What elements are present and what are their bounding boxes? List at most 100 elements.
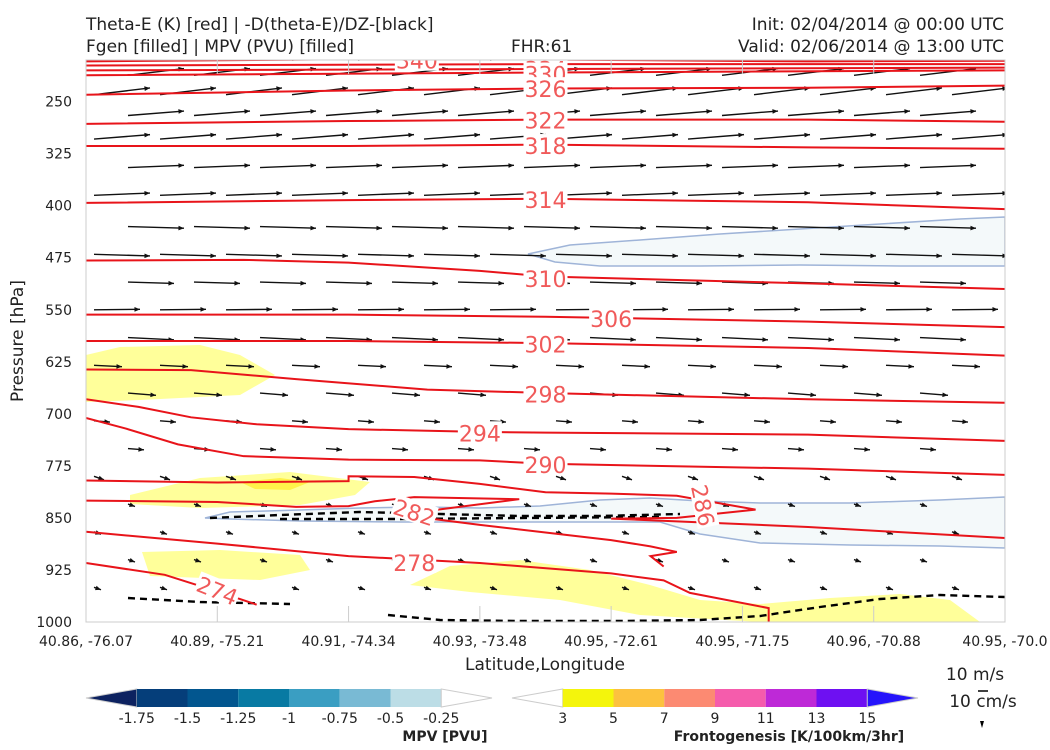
wind-vector-head bbox=[804, 52, 810, 57]
wind-vector-head bbox=[310, 225, 316, 231]
wind-vector-head bbox=[446, 364, 452, 369]
wind-vector-head bbox=[530, 307, 536, 312]
contour-label-294: 294 bbox=[459, 422, 501, 447]
wind-vector-head bbox=[772, 109, 778, 114]
wind-vector bbox=[655, 336, 703, 341]
wind-vector-head bbox=[425, 585, 431, 591]
x-axis-label: Latitude,Longitude bbox=[465, 655, 625, 675]
x-tick-label: 40.89, -75.21 bbox=[170, 634, 264, 650]
wind-vector-head bbox=[144, 52, 150, 57]
contour-label-278: 278 bbox=[393, 552, 435, 577]
wind-vector-head bbox=[1002, 86, 1005, 91]
y-tick-label: 400 bbox=[45, 199, 72, 215]
wind-vector bbox=[885, 253, 943, 257]
contour-label-bg bbox=[523, 134, 568, 157]
wind-vector-head bbox=[474, 132, 480, 138]
x-tick-label: 40.95, -70.0 bbox=[962, 634, 1047, 650]
wind-vector bbox=[886, 60, 892, 61]
wind-vector-head bbox=[376, 109, 382, 114]
wind-vector-head bbox=[926, 307, 932, 312]
wind-vector bbox=[687, 192, 745, 196]
wind-vector-head bbox=[804, 253, 810, 259]
wind-vector-head bbox=[164, 475, 170, 481]
wind-vector-head bbox=[776, 364, 782, 369]
fgen-colorbar: 3 5 7 9 11 13 15 bbox=[511, 688, 919, 727]
colorbar-tick-label: -1 bbox=[282, 711, 296, 727]
contour-label-bg bbox=[589, 306, 634, 329]
wind-vector bbox=[325, 164, 383, 169]
wind-vector bbox=[853, 336, 901, 341]
wind-vector-head bbox=[1002, 132, 1005, 138]
colorbar-swatch bbox=[613, 689, 665, 707]
wind-vector-head bbox=[824, 475, 830, 481]
fgen-fill-bottom-right bbox=[410, 560, 980, 622]
wind-vector-head bbox=[870, 190, 876, 196]
wind-vector-head bbox=[723, 557, 729, 563]
wind-vector-head bbox=[293, 530, 299, 535]
wind-vector bbox=[820, 60, 826, 61]
wind-vector-head bbox=[896, 419, 902, 424]
wind-vector-head bbox=[755, 585, 761, 591]
y-axis: 250 325 400 475 550 625 700 775 850 925 1000 bbox=[36, 95, 72, 631]
wind-vector-head bbox=[794, 307, 800, 312]
wind-vector-head bbox=[706, 163, 712, 168]
wind-vector-head bbox=[764, 419, 770, 424]
contour-label-306: 306 bbox=[590, 308, 632, 333]
wind-vector bbox=[787, 110, 845, 117]
wind-reference-horizontal-label: 10 m/s bbox=[946, 665, 1004, 685]
wind-vector bbox=[687, 253, 745, 257]
wind-vector bbox=[127, 336, 175, 341]
black-dashed-contour-850 bbox=[209, 510, 681, 520]
colorbar-swatch bbox=[562, 689, 614, 707]
colorbar-swatch bbox=[664, 689, 715, 707]
wind-vector-head bbox=[626, 475, 632, 481]
wind-vector bbox=[357, 253, 415, 257]
wind-reference-vertical-label: 10 cm/s bbox=[949, 692, 1017, 712]
wind-vector-head bbox=[810, 392, 816, 398]
wind-vector bbox=[853, 281, 901, 285]
fgen-fill-upper-left bbox=[86, 345, 275, 402]
wind-vector bbox=[819, 133, 877, 140]
wind-vector-head bbox=[129, 557, 135, 563]
wind-vector-head bbox=[474, 190, 480, 196]
wind-vector-head bbox=[195, 557, 201, 563]
wind-vector bbox=[325, 110, 383, 117]
wind-vector bbox=[919, 336, 967, 341]
wind-vector-head bbox=[644, 364, 650, 369]
wind-vector bbox=[688, 60, 694, 61]
wind-vector-head bbox=[327, 557, 333, 563]
wind-vector bbox=[423, 253, 481, 257]
wind-vector-head bbox=[630, 280, 636, 286]
wind-vector-head bbox=[468, 447, 474, 452]
wind-vector-head bbox=[276, 52, 282, 57]
y-tick-label: 250 bbox=[45, 95, 72, 111]
colorbar-swatch bbox=[136, 689, 188, 707]
wind-vector-head bbox=[728, 307, 734, 312]
wind-vector bbox=[490, 60, 496, 61]
wind-vector-head bbox=[302, 419, 308, 424]
wind-vector bbox=[457, 225, 515, 229]
wind-vector bbox=[159, 253, 217, 257]
wind-vector-head bbox=[606, 52, 612, 57]
contour-label-bg bbox=[523, 77, 568, 100]
colorbar-swatch bbox=[715, 689, 766, 707]
wind-vector bbox=[885, 133, 943, 140]
contour-label-340: 340 bbox=[396, 50, 438, 75]
wind-vector-head bbox=[864, 447, 870, 452]
wind-vector-head bbox=[442, 109, 448, 114]
wind-vector bbox=[259, 164, 317, 169]
wind-vector-head bbox=[332, 307, 338, 312]
wind-vector bbox=[127, 110, 185, 117]
wind-vector-head bbox=[755, 530, 761, 535]
wind-vector-head bbox=[508, 163, 514, 168]
wind-vector bbox=[885, 192, 943, 196]
wind-vector bbox=[159, 133, 217, 140]
wind-vector-head bbox=[144, 132, 150, 138]
wind-vector-head bbox=[696, 337, 702, 342]
wind-vector-head bbox=[540, 52, 546, 57]
wind-vector-head bbox=[821, 530, 827, 535]
wind-vector-head bbox=[95, 585, 101, 591]
wind-vector-head bbox=[425, 530, 431, 535]
y-tick-label: 850 bbox=[45, 511, 72, 527]
